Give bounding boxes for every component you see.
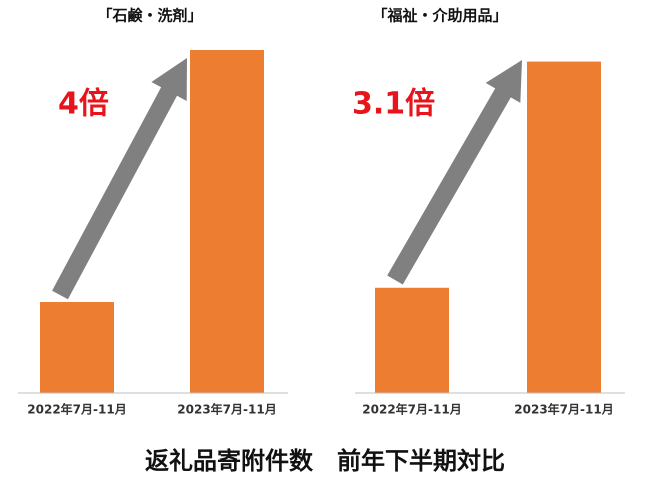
- bar: [527, 61, 601, 394]
- chart-title: 「石鹸・洗剤」: [97, 7, 202, 25]
- caption: 返礼品寄附件数 前年下半期対比: [145, 447, 505, 475]
- annotation: 3.1倍: [352, 87, 435, 122]
- x-tick-label: 2023年7月-11月: [514, 402, 613, 417]
- annotation: 4倍: [58, 87, 109, 122]
- x-tick-label: 2022年7月-11月: [362, 402, 461, 417]
- x-tick-label: 2023年7月-11月: [177, 402, 276, 417]
- bar: [375, 287, 449, 393]
- chart-title: 「福祉・介助用品」: [372, 7, 507, 25]
- x-tick-label: 2022年7月-11月: [27, 402, 126, 417]
- arrow: [52, 58, 188, 300]
- arrow: [387, 60, 522, 285]
- bar: [190, 50, 264, 393]
- bar: [40, 302, 114, 393]
